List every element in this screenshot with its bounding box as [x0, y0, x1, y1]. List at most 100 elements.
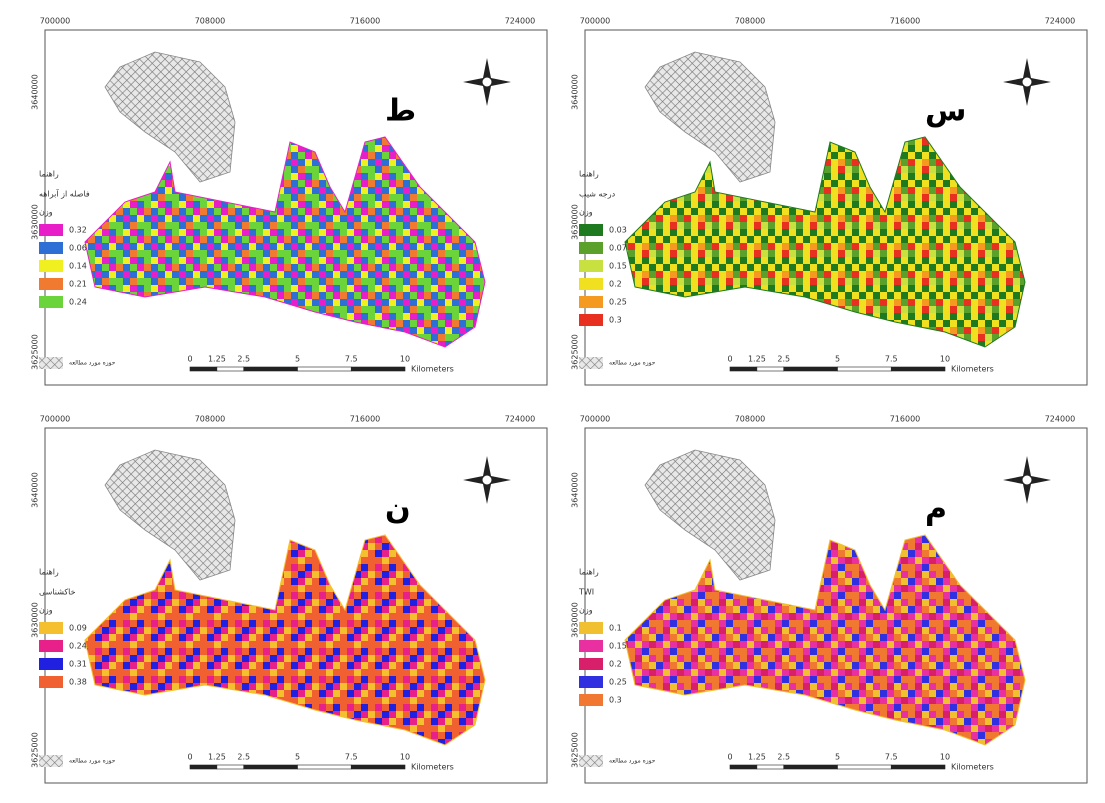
y-coordinate: 3640000 — [31, 74, 40, 110]
north-arrow — [1003, 456, 1051, 504]
legend-label: 0.2 — [609, 280, 622, 289]
scale-unit: Kilometers — [951, 365, 994, 374]
scale-segment — [837, 764, 892, 770]
x-coordinate: 724000 — [505, 17, 536, 26]
north-arrow — [463, 58, 511, 106]
legend-swatch — [39, 224, 63, 236]
legend-swatch — [39, 296, 63, 308]
legend-swatch — [579, 242, 603, 254]
legend-layer: درجه شیب — [579, 190, 616, 199]
map-panel: 700000 708000 716000 724000 3640000 3630000 36… — [571, 17, 1088, 386]
watershed — [84, 136, 486, 348]
study-area-hatch — [104, 449, 236, 581]
scale-segment — [890, 764, 946, 770]
y-coordinate: 3640000 — [31, 472, 40, 508]
x-coordinate: 708000 — [735, 415, 766, 424]
watershed — [624, 136, 1026, 348]
legend-weight: وزن — [579, 208, 593, 217]
scale-label: 1.25 — [748, 355, 766, 364]
scale-segment — [729, 366, 758, 372]
scale-segment — [297, 764, 352, 770]
scale-label: 10 — [400, 753, 410, 762]
x-coordinate: 708000 — [195, 17, 226, 26]
scale-segment — [729, 764, 758, 770]
x-coordinate: 700000 — [580, 415, 611, 424]
watershed — [84, 534, 486, 746]
legend-layer: خاکشناسی — [39, 588, 76, 597]
legend-swatch — [579, 260, 603, 272]
legend-title: راهنما — [39, 170, 59, 179]
legend-swatch — [579, 694, 603, 706]
north-arrow — [463, 456, 511, 504]
map-panel: 700000 708000 716000 724000 3640000 3630000 36… — [31, 17, 548, 386]
legend-swatch — [579, 658, 603, 670]
scale-label: 10 — [940, 355, 950, 364]
scale-label: 5 — [295, 355, 300, 364]
scale-segment — [216, 764, 245, 770]
scale-label: 0 — [187, 753, 192, 762]
y-coordinate: 3640000 — [571, 472, 580, 508]
scale-unit: Kilometers — [951, 763, 994, 772]
scale-label: 5 — [835, 753, 840, 762]
scale-label: 0 — [727, 753, 732, 762]
legend-label: حوزه مورد مطالعه — [69, 360, 116, 367]
legend-swatch — [579, 640, 603, 652]
legend-weight: وزن — [39, 606, 53, 615]
x-coordinate: 708000 — [735, 17, 766, 26]
legend-swatch — [39, 278, 63, 290]
scale-unit: Kilometers — [411, 365, 454, 374]
x-coordinate: 724000 — [505, 415, 536, 424]
y-coordinate: 3625000 — [31, 732, 40, 768]
scale-unit: Kilometers — [411, 763, 454, 772]
x-coordinate: 700000 — [580, 17, 611, 26]
legend-label: 0.31 — [69, 660, 87, 669]
legend-swatch — [579, 622, 603, 634]
legend-label: 0.15 — [609, 262, 627, 271]
scale-segment — [243, 366, 298, 372]
x-coordinate: 716000 — [350, 415, 381, 424]
legend-swatch — [39, 676, 63, 688]
y-coordinate: 3625000 — [571, 732, 580, 768]
legend-swatch — [579, 224, 603, 236]
legend-weight: وزن — [39, 208, 53, 217]
x-coordinate: 716000 — [350, 17, 381, 26]
north-arrow — [1003, 58, 1051, 106]
scale-label: 5 — [835, 355, 840, 364]
panel-letter: ط — [385, 94, 416, 129]
scale-segment — [756, 764, 785, 770]
scale-label: 1.25 — [208, 753, 226, 762]
scale-label: 2.5 — [237, 355, 250, 364]
scale-segment — [350, 366, 406, 372]
scale-label: 5 — [295, 753, 300, 762]
legend-label: 0.2 — [609, 660, 622, 669]
legend-swatch — [39, 658, 63, 670]
legend-label: حوزه مورد مطالعه — [609, 758, 656, 765]
y-coordinate: 3630000 — [31, 602, 40, 638]
scale-segment — [243, 764, 298, 770]
legend-title: راهنما — [579, 170, 599, 179]
legend-swatch — [39, 242, 63, 254]
legend-swatch — [39, 357, 63, 369]
legend-weight: وزن — [579, 606, 593, 615]
x-coordinate: 700000 — [40, 415, 71, 424]
legend-label: 0.25 — [609, 298, 627, 307]
legend-swatch — [579, 357, 603, 369]
map-panel: 700000 708000 716000 724000 3640000 3630000 36… — [31, 415, 548, 784]
map-panel: 700000 708000 716000 724000 3640000 3630000 36… — [571, 415, 1088, 784]
legend-swatch — [579, 278, 603, 290]
legend-label: 0.38 — [69, 678, 87, 687]
scale-segment — [189, 366, 218, 372]
legend-label: حوزه مورد مطالعه — [69, 758, 116, 765]
legend-swatch — [39, 622, 63, 634]
x-coordinate: 708000 — [195, 415, 226, 424]
legend-layer: فاصله از آبراهه — [39, 189, 90, 199]
watershed — [624, 534, 1026, 746]
x-coordinate: 716000 — [890, 17, 921, 26]
legend-label: 0.3 — [609, 696, 622, 705]
legend-swatch — [579, 296, 603, 308]
scale-label: 2.5 — [237, 753, 250, 762]
legend-label: 0.3 — [609, 316, 622, 325]
x-coordinate: 724000 — [1045, 17, 1076, 26]
scale-segment — [783, 366, 838, 372]
